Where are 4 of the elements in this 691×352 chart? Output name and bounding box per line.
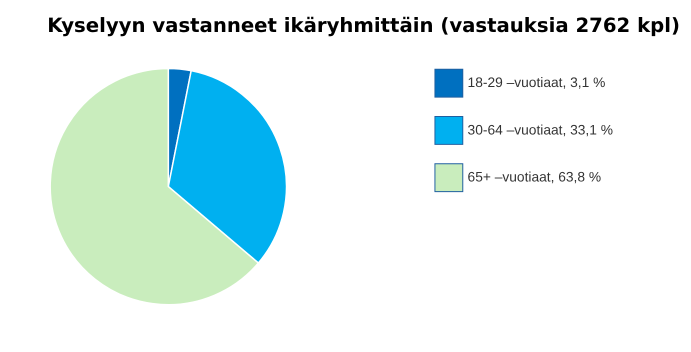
legend-label: 65+ –vuotiaat, 63,8 % [468, 170, 602, 185]
chart-title: Kyselyyn vastanneet ikäryhmittäin (vastauksia 2762 kpl) [47, 14, 680, 38]
legend-label: 30-64 –vuotiaat, 33,1 % [468, 122, 613, 138]
legend-label: 18-29 –vuotiaat, 3,1 % [468, 75, 606, 90]
